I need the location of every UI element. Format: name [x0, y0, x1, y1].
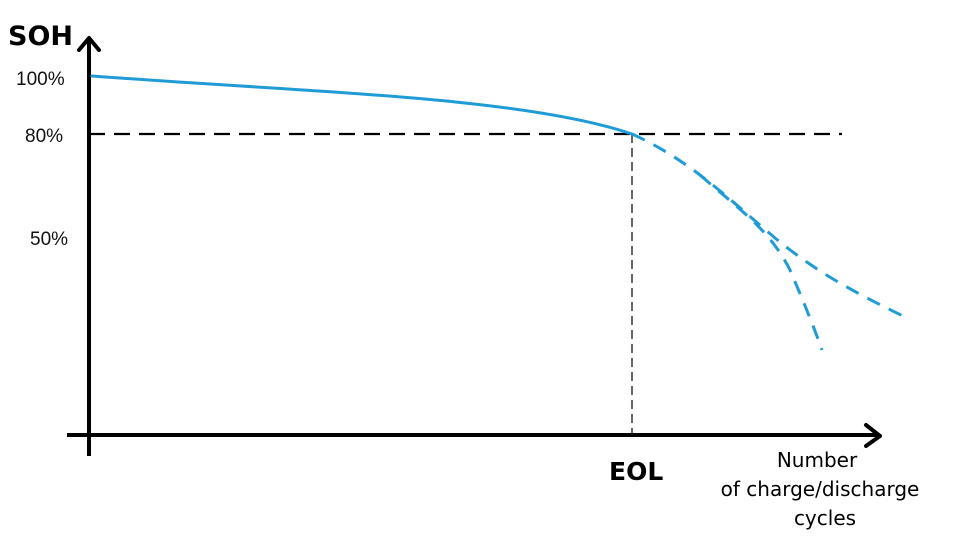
y-tick-label: 80% — [25, 126, 63, 147]
y-tick-label: 50% — [30, 229, 68, 250]
eol-label: EOL — [609, 457, 663, 486]
y-tick-label: 100% — [16, 69, 65, 90]
projected-curve-slow — [631, 132, 908, 320]
soh-curve — [90, 74, 634, 136]
x-axis-arrow — [864, 423, 882, 448]
x-axis-label-line: cycles — [794, 506, 856, 530]
x-axis-label-line: of charge/discharge — [721, 477, 920, 501]
projected-curve-fast — [699, 173, 824, 351]
x-axis-label-line: Number — [777, 448, 858, 472]
y-axis-label: SOH — [8, 21, 73, 52]
y-axis-arrow — [77, 36, 101, 52]
